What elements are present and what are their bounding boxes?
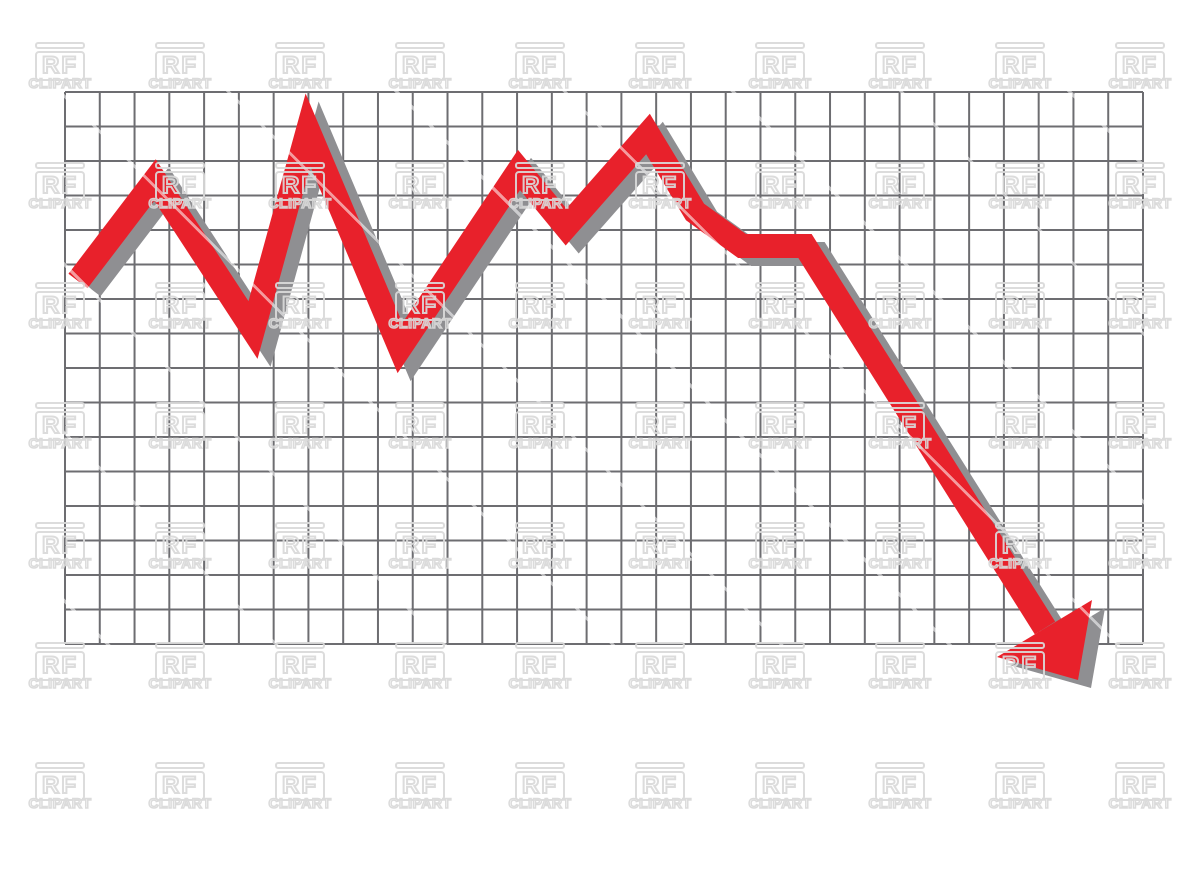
trend-line: [68, 93, 1092, 680]
trend-line-shadow: [81, 101, 1105, 688]
